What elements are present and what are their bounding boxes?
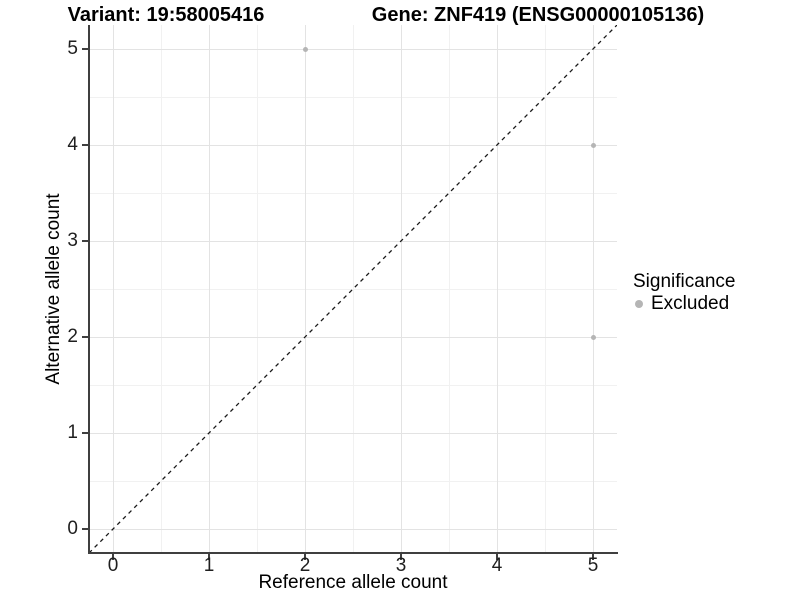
- legend: Significance Excluded: [633, 271, 735, 314]
- y-axis-label: Alternative allele count: [43, 193, 64, 385]
- y-axis-tick: [82, 144, 88, 146]
- x-axis-label: Reference allele count: [258, 572, 448, 593]
- y-axis-tick: [82, 432, 88, 434]
- y-axis-tick: [82, 240, 88, 242]
- legend-key-dot: [635, 300, 643, 308]
- major-gridline-horizontal: [89, 432, 617, 434]
- y-tick-label: 4: [67, 134, 78, 155]
- minor-gridline-horizontal: [89, 384, 617, 386]
- legend-item-label: Excluded: [651, 293, 730, 314]
- x-axis-tick: [112, 554, 114, 560]
- x-tick-label: 1: [203, 555, 215, 576]
- x-tick-label: 5: [587, 555, 599, 576]
- y-tick-label: 5: [67, 38, 78, 59]
- x-axis-line: [88, 552, 618, 554]
- x-axis-tick: [304, 554, 306, 560]
- x-tick-label: 2: [299, 555, 311, 576]
- x-axis-tick: [400, 554, 402, 560]
- y-tick-label: 1: [67, 422, 78, 443]
- minor-gridline-horizontal: [89, 96, 617, 98]
- data-point: [590, 142, 596, 148]
- major-gridline-vertical: [400, 25, 402, 553]
- major-gridline-vertical: [304, 25, 306, 553]
- major-gridline-horizontal: [89, 48, 617, 50]
- x-axis-tick: [496, 554, 498, 560]
- x-axis-tick: [208, 554, 210, 560]
- major-gridline-vertical: [496, 25, 498, 553]
- major-gridline-horizontal: [89, 528, 617, 530]
- y-tick-label: 0: [67, 518, 78, 539]
- legend-title: Significance: [633, 271, 736, 292]
- major-gridline-vertical: [592, 25, 594, 553]
- major-gridline-horizontal: [89, 144, 617, 146]
- y-axis-tick: [82, 528, 88, 530]
- y-tick-label: 3: [67, 230, 78, 251]
- x-tick-label: 4: [491, 555, 503, 576]
- minor-gridline-horizontal: [89, 288, 617, 290]
- y-axis-tick: [82, 48, 88, 50]
- x-tick-label: 0: [107, 555, 119, 576]
- major-gridline-horizontal: [89, 240, 617, 242]
- major-gridline-vertical: [208, 25, 210, 553]
- legend-items: Excluded: [633, 294, 735, 314]
- major-gridline-horizontal: [89, 336, 617, 338]
- major-gridline-vertical: [112, 25, 114, 553]
- data-point: [590, 334, 596, 340]
- plot-panel: [89, 25, 617, 553]
- y-axis-line: [88, 25, 90, 554]
- legend-item: Excluded: [633, 294, 735, 314]
- minor-gridline-horizontal: [89, 480, 617, 482]
- identity-line-layer: [89, 25, 617, 553]
- plot-title-gene: Gene: ZNF419 (ENSG00000105136): [371, 4, 705, 26]
- minor-gridline-horizontal: [89, 192, 617, 194]
- x-tick-label: 3: [395, 555, 407, 576]
- y-axis-tick: [82, 336, 88, 338]
- plot-title-variant: Variant: 19:58005416: [67, 4, 265, 26]
- x-axis-tick: [592, 554, 594, 560]
- data-point: [302, 46, 308, 52]
- identity-dashed-line: [89, 25, 617, 553]
- y-tick-label: 2: [67, 326, 78, 347]
